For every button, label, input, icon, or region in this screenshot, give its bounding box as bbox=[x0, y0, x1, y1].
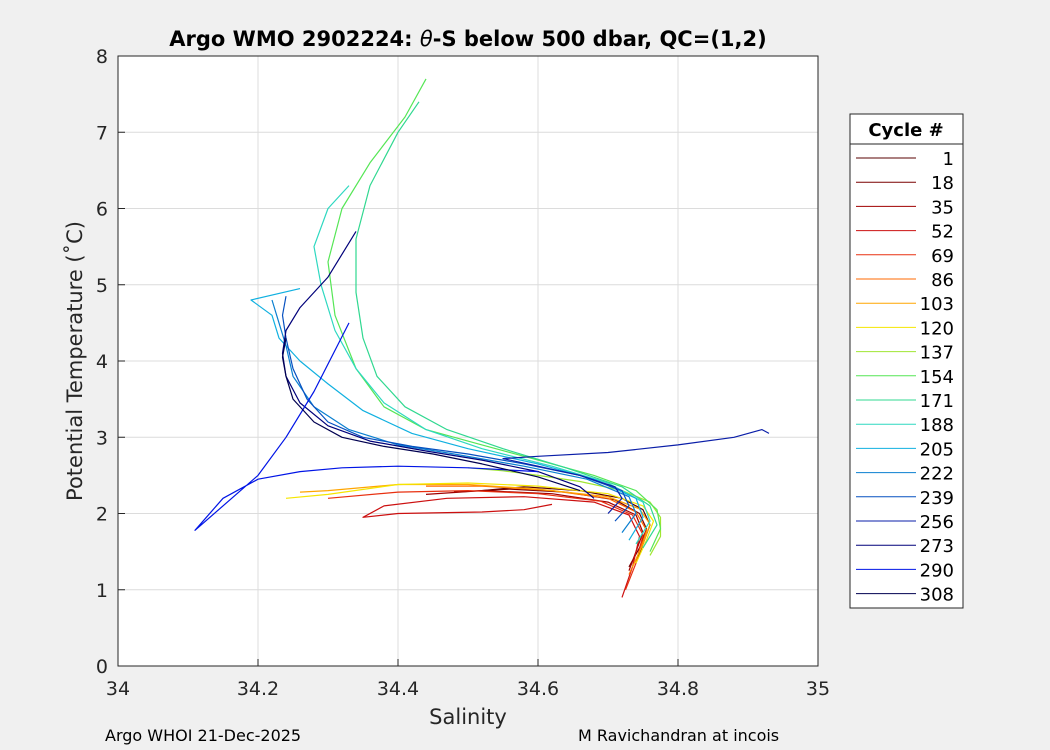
legend-label-103: 103 bbox=[920, 294, 954, 315]
y-tick-label: 0 bbox=[96, 656, 108, 678]
legend-label-52: 52 bbox=[931, 222, 954, 243]
legend-label-1: 1 bbox=[943, 149, 954, 170]
x-tick-label: 34 bbox=[106, 678, 130, 700]
series-line-205 bbox=[250, 288, 644, 541]
legend-entries: 1 18 35 52 69 86 103 120 137 154 171 188 205 222 239 25… bbox=[856, 149, 954, 606]
x-axis-label: Salinity bbox=[429, 705, 507, 729]
footer-author: M Ravichandran at incois bbox=[578, 726, 779, 745]
y-axis-label: Potential Temperature (˚C) bbox=[63, 221, 87, 501]
chart-title: Argo WMO 2902224: θ-S below 500 dbar, QC… bbox=[169, 27, 766, 51]
legend: Cycle # 1 18 35 52 69 86 103 120 137 154 171 188 205… bbox=[849, 113, 964, 609]
series-line-52 bbox=[362, 496, 641, 598]
legend-title: Cycle # bbox=[868, 120, 943, 141]
y-tick-label: 2 bbox=[96, 504, 108, 526]
series-line-154 bbox=[327, 78, 662, 552]
y-tick-label: 8 bbox=[96, 46, 108, 68]
legend-label-86: 86 bbox=[931, 270, 954, 291]
y-tick-label: 7 bbox=[96, 122, 108, 144]
legend-label-18: 18 bbox=[931, 173, 954, 194]
y-axis-ticks: 0 1 2 3 4 5 6 7 8 bbox=[96, 46, 125, 678]
legend-box bbox=[849, 113, 964, 609]
series-lines bbox=[194, 78, 770, 598]
legend-label-69: 69 bbox=[931, 246, 954, 267]
legend-label-308: 308 bbox=[920, 585, 954, 606]
legend-label-137: 137 bbox=[920, 343, 954, 364]
legend-label-239: 239 bbox=[920, 488, 954, 509]
x-tick-label: 34.8 bbox=[657, 678, 699, 700]
series-line-103 bbox=[299, 483, 651, 568]
y-tick-label: 6 bbox=[96, 199, 108, 221]
legend-label-290: 290 bbox=[920, 560, 954, 581]
series-line-308 bbox=[281, 337, 581, 492]
series-line-256 bbox=[502, 429, 770, 514]
y-tick-label: 1 bbox=[96, 580, 108, 602]
legend-label-273: 273 bbox=[920, 536, 954, 557]
x-tick-label: 35 bbox=[806, 678, 830, 700]
x-tick-label: 34.2 bbox=[237, 678, 279, 700]
series-line-222 bbox=[271, 299, 637, 533]
legend-label-171: 171 bbox=[920, 391, 954, 412]
legend-label-222: 222 bbox=[920, 464, 954, 485]
series-line-239 bbox=[281, 296, 630, 522]
legend-label-205: 205 bbox=[920, 439, 954, 460]
series-line-273 bbox=[281, 231, 595, 499]
y-tick-label: 4 bbox=[96, 351, 108, 373]
y-tick-label: 5 bbox=[96, 275, 108, 297]
legend-label-256: 256 bbox=[920, 512, 954, 533]
legend-label-35: 35 bbox=[931, 197, 954, 218]
footer-source: Argo WHOI 21-Dec-2025 bbox=[105, 726, 301, 745]
legend-label-188: 188 bbox=[920, 415, 954, 436]
legend-label-154: 154 bbox=[920, 367, 954, 388]
y-tick-label: 3 bbox=[96, 427, 108, 449]
series-line-120 bbox=[285, 482, 655, 564]
x-axis-ticks: 34 34.2 34.4 34.6 34.8 35 bbox=[106, 659, 830, 700]
x-tick-label: 34.4 bbox=[377, 678, 419, 700]
x-tick-label: 34.6 bbox=[517, 678, 559, 700]
legend-label-120: 120 bbox=[920, 318, 954, 339]
series-line-171 bbox=[355, 101, 658, 549]
series-line-188 bbox=[313, 185, 651, 545]
series-line-290 bbox=[194, 322, 539, 531]
